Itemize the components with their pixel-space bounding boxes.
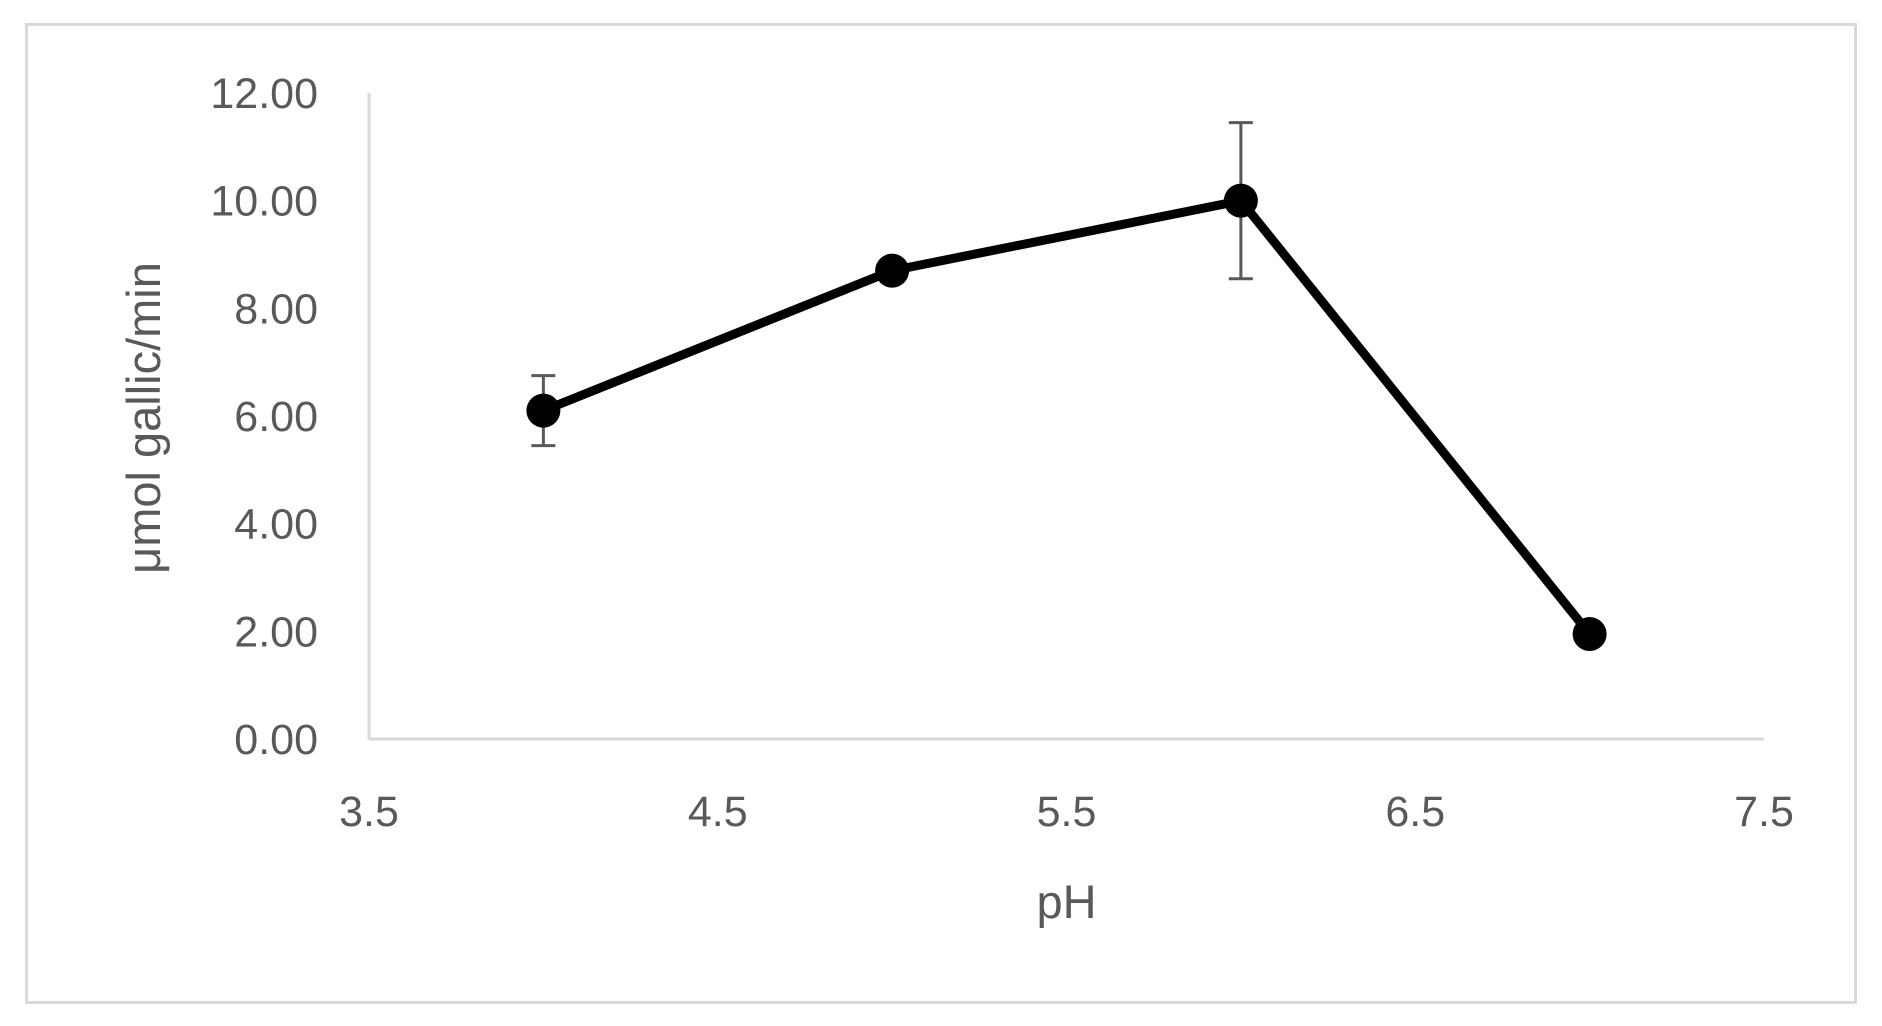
y-tick-label: 2.00 xyxy=(234,608,318,656)
x-axis-title: pH xyxy=(1036,875,1096,928)
axes xyxy=(367,93,1764,741)
y-tick-label: 10.00 xyxy=(210,178,318,226)
y-tick-label: 8.00 xyxy=(234,285,318,333)
y-tick-labels: 0.00 2.00 4.00 6.00 8.00 10.00 12.00 xyxy=(210,70,318,764)
x-tick-label: 4.5 xyxy=(688,788,748,836)
data-point xyxy=(1572,617,1607,652)
y-tick-label: 12.00 xyxy=(210,70,318,118)
data-point xyxy=(1223,183,1258,218)
series-lines xyxy=(538,196,1595,639)
x-tick-labels: 3.5 4.5 5.5 6.5 7.5 xyxy=(339,788,1794,836)
data-point xyxy=(526,393,561,428)
x-tick-label: 7.5 xyxy=(1734,788,1794,836)
data-point xyxy=(875,253,910,288)
y-tick-label: 6.00 xyxy=(234,393,318,441)
x-tick-label: 6.5 xyxy=(1385,788,1445,836)
y-tick-label: 4.00 xyxy=(234,501,318,549)
data-points xyxy=(526,183,1607,652)
series-line xyxy=(538,196,1595,639)
x-tick-label: 5.5 xyxy=(1037,788,1097,836)
x-tick-label: 3.5 xyxy=(339,788,399,836)
y-axis-title: μmol gallic/min xyxy=(117,262,170,574)
chart-frame xyxy=(25,23,1857,1004)
y-tick-label: 0.00 xyxy=(234,716,318,764)
